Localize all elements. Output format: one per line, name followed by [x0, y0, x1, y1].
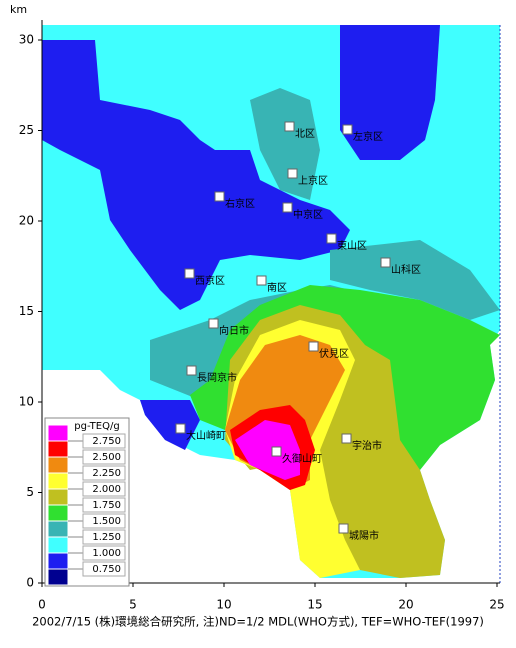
place-marker [308, 341, 319, 352]
x-tick-label: 5 [129, 598, 137, 612]
place-marker [341, 433, 352, 444]
place-marker [287, 168, 298, 179]
legend-label: 1.750 [92, 500, 121, 511]
place-name: 上京区 [298, 174, 328, 187]
place-name: 西京区 [195, 274, 225, 287]
place-name: 長岡京市 [197, 371, 237, 384]
legend-label: 1.000 [92, 548, 121, 559]
legend-label: 2.500 [92, 452, 121, 463]
place-marker [282, 202, 293, 213]
legend-label: 1.500 [92, 516, 121, 527]
legend-swatch [47, 568, 69, 586]
contour-region [250, 88, 320, 200]
contour-regions [42, 25, 500, 578]
legend-swatch [47, 472, 69, 490]
y-tick-label: 20 [19, 214, 34, 228]
place-marker [380, 257, 391, 268]
y-tick-label: 10 [19, 395, 34, 409]
legend-swatch [47, 552, 69, 570]
legend-label-box [82, 513, 126, 529]
place-marker [186, 365, 197, 376]
place-name: 伏見区 [319, 347, 349, 360]
legend-swatch [47, 488, 69, 506]
place-marker [184, 268, 195, 279]
legend-label-box [82, 545, 126, 561]
legend-title: pg-TEQ/g [74, 421, 119, 432]
place-name: 宇治市 [352, 439, 382, 452]
x-tick-label: 15 [307, 598, 322, 612]
place-name: 左京区 [353, 130, 383, 143]
legend-label-box [82, 481, 126, 497]
legend-label-box [82, 449, 126, 465]
legend-swatch [47, 424, 69, 442]
place-marker [338, 523, 349, 534]
legend-swatch [47, 456, 69, 474]
place-name: 久御山町 [282, 452, 322, 465]
place-name: 中京区 [293, 208, 323, 221]
place-name: 城陽市 [349, 529, 379, 542]
legend-label: 0.750 [92, 564, 121, 575]
legend-label-box [82, 433, 126, 449]
place-marker [271, 446, 282, 457]
legend-label: 2.750 [92, 436, 121, 447]
legend-swatch [47, 440, 69, 458]
y-tick-label: 25 [19, 123, 34, 137]
place-name: 山科区 [391, 263, 421, 276]
place-marker [326, 233, 337, 244]
x-tick-label: 0 [38, 598, 46, 612]
x-tick-label: 10 [216, 598, 231, 612]
legend-swatch [47, 536, 69, 554]
legend-label-box [82, 529, 126, 545]
place-marker [214, 191, 225, 202]
place-name: 南区 [267, 281, 287, 294]
legend-label: 1.250 [92, 532, 121, 543]
place-marker [256, 275, 267, 286]
contour-region [330, 240, 500, 320]
x-tick-label: 25 [489, 598, 504, 612]
place-marker [208, 318, 219, 329]
legend-label: 2.000 [92, 484, 121, 495]
y-tick-label: 15 [19, 304, 34, 318]
legend-swatch [47, 504, 69, 522]
y-tick-label: 5 [26, 485, 34, 499]
place-marker [175, 423, 186, 434]
place-name: 北区 [295, 128, 315, 140]
legend-label-box [82, 465, 126, 481]
place-marker [342, 124, 353, 135]
place-name: 向日市 [219, 324, 249, 337]
contour-region [340, 25, 440, 160]
caption: 2002/7/15 (株)環境総合研究所, 注)ND=1/2 MDL(WHO方式… [32, 615, 484, 629]
contour-region [140, 400, 200, 450]
legend-label-box [82, 561, 126, 577]
y-tick-label: 0 [26, 576, 34, 590]
place-name: 右京区 [225, 197, 255, 210]
y-tick-label: 30 [19, 33, 34, 47]
legend-label: 2.250 [92, 468, 121, 479]
place-name: 東山区 [337, 239, 367, 252]
place-name: 大山崎町 [186, 429, 226, 442]
contour-region [235, 420, 300, 480]
axis-unit: km [10, 3, 27, 16]
contour-region [42, 40, 350, 310]
legend-label-box [82, 497, 126, 513]
legend-swatch [47, 520, 69, 538]
place-marker [284, 121, 295, 132]
x-tick-label: 20 [398, 598, 413, 612]
